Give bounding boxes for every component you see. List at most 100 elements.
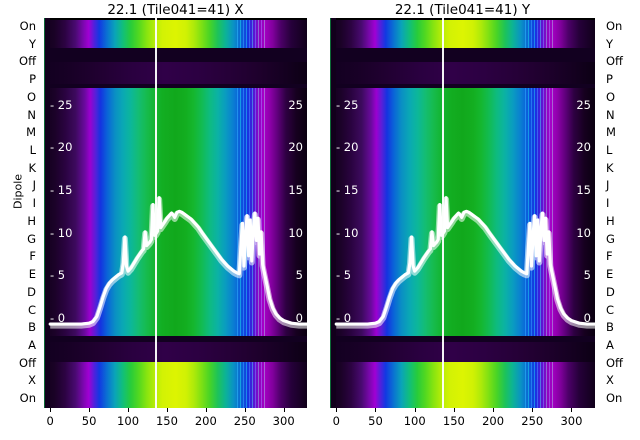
x-tick-label-x-200: 200 <box>194 414 217 428</box>
x-tick-mark-y-0 <box>336 408 338 412</box>
inner-y-tick-right-25: 25 <box>576 97 591 112</box>
inner-y-tick-left-10: - 10 <box>50 225 73 240</box>
category-tick-left-h-11: H <box>27 213 36 228</box>
heatmap-band-faint-purple-band <box>44 62 307 84</box>
category-tick-right-o-4: O <box>606 89 616 104</box>
category-tick-right-l-7: L <box>606 142 613 157</box>
panel-title-x: 22.1 (Tile041=41) X <box>107 2 244 18</box>
inner-y-tick-right-20: 20 <box>576 140 591 155</box>
category-tick-left-j-9: J <box>32 178 36 193</box>
category-tick-right-d-15: D <box>606 284 615 299</box>
category-tick-right-i-10: I <box>606 196 610 211</box>
heatmap-band-faint-purple-band2 <box>330 342 595 362</box>
category-tick-left-y-1: Y <box>28 36 36 51</box>
x-tick-label-x-100: 100 <box>117 414 140 428</box>
x-tick-label-y-0: 0 <box>332 414 340 428</box>
category-tick-left-on-0: On <box>19 18 36 33</box>
x-tick-label-y-100: 100 <box>403 414 426 428</box>
category-tick-right-on-0: On <box>606 18 623 33</box>
inner-y-tick-right-0: 0 <box>295 310 303 325</box>
inner-y-tick-right-10: 10 <box>288 225 303 240</box>
x-tick-mark-x-0 <box>50 408 52 412</box>
x-tick-mark-x-100 <box>128 408 130 412</box>
heatmap-band-lower-dark-gap <box>44 336 307 342</box>
inner-y-tick-left-25: - 25 <box>336 97 359 112</box>
category-tick-left-n-5: N <box>27 107 36 122</box>
inner-y-tick-left-25: - 25 <box>50 97 73 112</box>
category-tick-left-b-17: B <box>28 320 36 335</box>
inner-y-tick-right-5: 5 <box>295 268 303 283</box>
category-tick-left-f-13: F <box>29 249 36 264</box>
x-tick-mark-y-50 <box>375 408 377 412</box>
heatmap-band-upper-dark-gap <box>44 48 307 62</box>
category-tick-left-l-7: L <box>29 142 36 157</box>
category-tick-right-e-14: E <box>606 267 614 282</box>
heatmap-band-dark-sliver <box>44 84 307 88</box>
inner-y-tick-left-0: - 0 <box>336 310 352 325</box>
panel-left-margin <box>330 18 337 408</box>
category-tick-right-a-18: A <box>606 337 614 352</box>
category-tick-right-h-11: H <box>606 213 615 228</box>
inner-y-tick-left-10: - 10 <box>336 225 359 240</box>
inner-y-tick-left-20: - 20 <box>336 140 359 155</box>
heatmap-panel-y[interactable]: - 25 25 - 20 20 - 15 15 - 10 10 - 5 5 - 0 0 <box>330 18 595 408</box>
category-tick-left-e-14: E <box>28 267 36 282</box>
category-tick-right-j-9: J <box>606 178 610 193</box>
x-tick-label-y-150: 150 <box>442 414 465 428</box>
x-tick-mark-x-50 <box>89 408 91 412</box>
heatmap-band-upper-dark-gap <box>330 48 595 62</box>
category-tick-right-p-3: P <box>606 72 613 87</box>
inner-y-tick-left-20: - 20 <box>50 140 73 155</box>
x-tick-label-x-150: 150 <box>155 414 178 428</box>
panel-edge-marker <box>330 18 331 408</box>
x-tick-label-x-300: 300 <box>272 414 295 428</box>
panel-left-margin <box>44 18 51 408</box>
heatmap-panel-x[interactable]: - 25 25 - 20 20 - 15 15 - 10 10 - 5 5 - 0 0 <box>44 18 307 408</box>
x-axis-left: 0 50 100 150 200 250 300 <box>44 408 307 438</box>
category-tick-left-c-16: C <box>27 302 36 317</box>
category-tick-right-x-20: X <box>606 373 614 388</box>
category-tick-left-g-12: G <box>27 231 36 246</box>
category-tick-right-c-16: C <box>606 302 615 317</box>
x-tick-mark-y-250 <box>532 408 534 412</box>
category-tick-left-on-21: On <box>19 391 36 406</box>
category-tick-right-b-17: B <box>606 320 614 335</box>
x-tick-mark-x-200 <box>205 408 207 412</box>
category-tick-right-g-12: G <box>606 231 615 246</box>
category-tick-left-m-6: M <box>26 125 36 140</box>
category-tick-right-m-6: M <box>606 125 616 140</box>
x-tick-label-x-50: 50 <box>81 414 97 428</box>
category-axis-right: On Y Off P O N M L K J I H G F E D C B A Off X On <box>602 18 636 408</box>
category-tick-right-n-5: N <box>606 107 615 122</box>
panel-edge-marker <box>44 18 45 408</box>
category-tick-left-i-10: I <box>32 196 36 211</box>
inner-y-tick-left-5: - 5 <box>336 268 352 283</box>
inner-y-tick-right-15: 15 <box>288 182 303 197</box>
x-tick-label-x-250: 250 <box>233 414 256 428</box>
overlay-profile-curve <box>48 196 307 329</box>
x-tick-label-y-200: 200 <box>482 414 505 428</box>
category-tick-left-x-20: X <box>28 373 36 388</box>
category-tick-right-off-19: Off <box>606 355 623 370</box>
x-tick-label-y-300: 300 <box>560 414 583 428</box>
heatmap-band-faint-purple-band2 <box>44 342 307 362</box>
x-tick-mark-y-200 <box>493 408 495 412</box>
category-tick-right-y-1: Y <box>606 36 614 51</box>
inner-y-tick-left-15: - 15 <box>336 182 359 197</box>
category-tick-left-d-15: D <box>27 284 36 299</box>
inner-y-tick-right-20: 20 <box>288 140 303 155</box>
category-tick-left-p-3: P <box>29 72 36 87</box>
category-axis-left: On Y Off P O N M L K J I H G F E D C B A Off X On <box>4 18 38 408</box>
x-tick-mark-y-300 <box>571 408 573 412</box>
category-tick-left-off-2: Off <box>19 54 36 69</box>
inner-y-tick-left-15: - 15 <box>50 182 73 197</box>
x-tick-label-y-50: 50 <box>368 414 383 428</box>
category-tick-right-on-21: On <box>606 391 623 406</box>
inner-y-tick-right-0: 0 <box>583 310 591 325</box>
inner-y-tick-right-15: 15 <box>576 182 591 197</box>
x-tick-mark-y-100 <box>414 408 416 412</box>
category-tick-left-off-19: Off <box>19 355 36 370</box>
inner-y-tick-left-5: - 5 <box>50 268 66 283</box>
x-tick-mark-x-250 <box>244 408 246 412</box>
